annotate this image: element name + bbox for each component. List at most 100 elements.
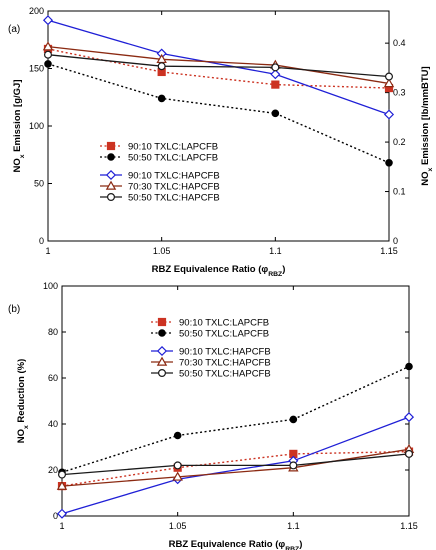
y-axis-title: NOx Reduction (%) xyxy=(16,359,30,444)
y-tick-label: 0 xyxy=(53,511,58,521)
legend-swatch-marker xyxy=(158,329,166,337)
data-point-txlc5050_hap xyxy=(385,72,394,81)
y2-tick-label: 0.2 xyxy=(393,137,406,147)
data-point-txlc7030_hap xyxy=(383,78,395,88)
data-point-txlc9010_lap xyxy=(271,80,280,89)
y-axis-title: NOx Emission [g/GJ] xyxy=(12,79,26,172)
data-point-txlc5050_hap xyxy=(405,449,414,458)
y-axis-title-tail: Reduction (%) xyxy=(16,359,27,426)
series-line-txlc5050_hap xyxy=(47,54,390,78)
y-axis-title-sub: x xyxy=(19,154,26,158)
data-point-txlc5050_hap xyxy=(57,470,66,479)
panel-label: (b) xyxy=(8,304,20,315)
x-axis-title-main: RBZ Equivalence Ratio (φ xyxy=(152,264,269,275)
data-point-txlc5050_hap xyxy=(43,50,52,59)
series-line-txlc7030_hap xyxy=(47,46,390,85)
series-line-txlc5050_hap xyxy=(61,453,410,476)
series-line-txlc7030_hap xyxy=(61,448,410,487)
legend-swatch-marker xyxy=(105,180,117,190)
y2-tick-label: 0.3 xyxy=(393,88,406,98)
data-point-txlc5050_hap xyxy=(271,63,280,72)
x-tick-label: 1 xyxy=(45,246,50,256)
series-line-txlc5050_lap xyxy=(47,63,390,164)
series-line-txlc5050_lap xyxy=(61,365,410,473)
data-point-txlc5050_lap xyxy=(271,109,280,118)
x-axis-title-main: RBZ Equivalence Ratio (φ xyxy=(169,539,286,550)
legend-label: 50:50 TXLC:HAPCFB xyxy=(128,193,220,204)
y2-tick-label: 0 xyxy=(393,236,398,246)
y2-tick-label: 0.4 xyxy=(393,38,406,48)
y2-axis-title-main: NO xyxy=(420,171,431,185)
legend-label: 90:10 TXLC:LAPCFB xyxy=(128,142,218,153)
legend-label: 50:50 TXLC:LAPCFB xyxy=(179,329,269,340)
y-tick-label: 150 xyxy=(29,64,44,74)
y-tick-label: 100 xyxy=(43,281,58,291)
legend-swatch-marker xyxy=(156,356,168,366)
data-point-txlc9010_hap xyxy=(56,508,68,519)
chart-panel-b: 1 1.05 1.1 1.15 0 20 40 60 80 100 90:10 TXLC:LAPCF… xyxy=(8,281,418,550)
x-axis-title-tail: ) xyxy=(299,539,302,550)
legend-swatch-marker xyxy=(106,141,116,151)
x-tick-label: 1.05 xyxy=(169,521,187,531)
data-point-txlc5050_lap xyxy=(385,159,393,167)
series-line-txlc9010_hap xyxy=(47,19,390,116)
legend-label: 50:50 TXLC:LAPCFB xyxy=(128,153,218,164)
y-axis-title-tail: Emission [g/GJ] xyxy=(12,79,23,154)
data-point-txlc5050_lap xyxy=(157,94,166,103)
y-axis-title-sub: x xyxy=(23,425,30,429)
x-tick-label: 1.15 xyxy=(380,246,398,256)
legend-swatch-marker xyxy=(157,317,167,327)
legend-swatch-marker xyxy=(105,169,117,181)
chart-panel-a: 1 1.05 1.1 1.1505010015020000.10.20.30.490:… xyxy=(8,6,434,278)
data-point-txlc5050_hap xyxy=(289,461,298,470)
plot-frame xyxy=(61,285,410,517)
y-axis-title-main: NO xyxy=(16,429,27,443)
y-tick-label: 40 xyxy=(48,419,58,429)
legend-label: 70:30 TXLC:HAPCFB xyxy=(179,358,271,369)
y-tick-label: 60 xyxy=(48,373,58,383)
y2-axis-title-tail: Emission [lb/mmBTU] xyxy=(420,66,431,167)
x-axis-title-tail: ) xyxy=(282,264,285,275)
y-tick-label: 0 xyxy=(39,236,44,246)
data-point-txlc9010_hap xyxy=(42,15,54,26)
x-tick-label: 1 xyxy=(59,521,64,531)
x-axis-title: RBZ Equivalence Ratio (φRBZ) xyxy=(152,264,286,278)
x-tick-label: 1.1 xyxy=(269,246,282,256)
data-point-txlc9010_hap xyxy=(403,412,415,423)
data-point-txlc5050_lap xyxy=(44,60,52,68)
data-point-txlc5050_hap xyxy=(173,461,182,470)
x-axis-title-sub: RBZ xyxy=(268,271,282,278)
legend-swatch-marker xyxy=(106,193,115,202)
x-axis-title: RBZ Equivalence Ratio (φRBZ) xyxy=(169,539,303,550)
y-tick-label: 20 xyxy=(48,465,58,475)
legend-label: 90:10 TXLC:HAPCFB xyxy=(179,347,271,358)
data-point-txlc9010_hap xyxy=(270,69,281,80)
legend-swatch-marker xyxy=(158,369,167,378)
y-tick-label: 200 xyxy=(29,6,44,16)
data-point-txlc5050_lap xyxy=(289,415,298,424)
data-point-txlc7030_hap xyxy=(172,471,183,481)
legend-label: 90:10 TXLC:HAPCFB xyxy=(128,171,220,182)
y-tick-label: 50 xyxy=(34,179,44,189)
data-point-txlc5050_lap xyxy=(405,362,413,371)
legend-swatch-marker xyxy=(107,153,115,161)
y-tick-label: 80 xyxy=(48,327,58,337)
data-point-txlc5050_lap xyxy=(173,431,182,440)
legend-label: 50:50 TXLC:HAPCFB xyxy=(179,369,271,380)
y2-axis-title-sub: x xyxy=(427,167,434,171)
x-tick-label: 1.1 xyxy=(287,521,300,531)
legend-swatch-marker xyxy=(156,345,168,357)
panel-label: (a) xyxy=(8,24,20,35)
x-axis-title-sub: RBZ xyxy=(285,546,299,550)
data-point-txlc7030_hap xyxy=(56,480,68,490)
y-axis-title-main: NO xyxy=(12,158,23,172)
x-tick-label: 1.05 xyxy=(153,246,171,256)
y-tick-label: 100 xyxy=(29,121,44,131)
series-line-txlc9010_lap xyxy=(61,450,410,487)
legend-label: 90:10 TXLC:LAPCFB xyxy=(179,318,269,329)
data-point-txlc5050_hap xyxy=(157,62,166,71)
x-tick-label: 1.15 xyxy=(400,521,418,531)
data-point-txlc7030_hap xyxy=(42,41,54,51)
